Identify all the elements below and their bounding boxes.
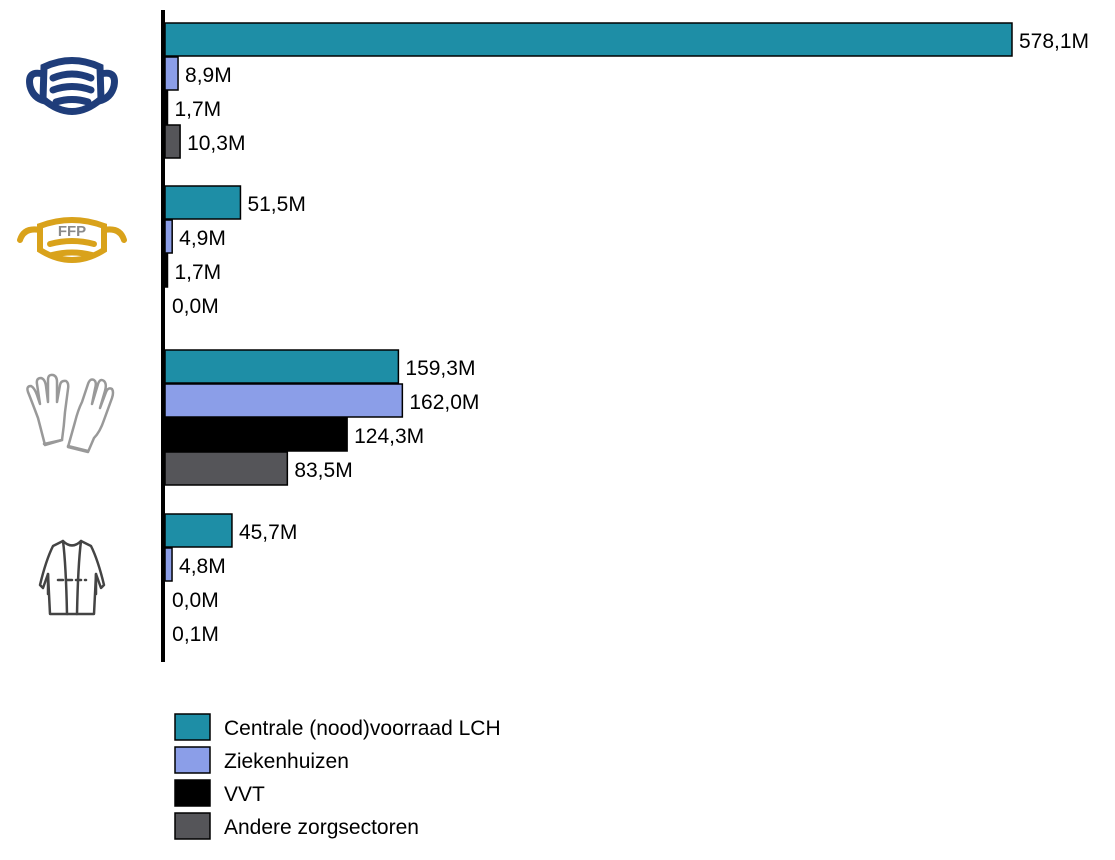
bar-andere-zorgsectoren-1: [164, 124, 181, 159]
data-label-centrale-nood-voorraad-lch-1: 578,1M: [1019, 30, 1089, 53]
legend-swatch-vvt: [174, 779, 211, 807]
bar-ziekenhuizen-4: [164, 547, 173, 582]
legend-label-centrale-nood-voorraad-lch: Centrale (nood)voorraad LCH: [224, 717, 501, 740]
legend-swatch-centrale-nood-voorraad-lch: [174, 713, 211, 741]
gloves-icon: [26, 373, 115, 454]
data-label-centrale-nood-voorraad-lch-4: 45,7M: [239, 521, 297, 544]
ffp-mask-icon-text: FFP: [58, 223, 86, 240]
ffp-mask-icon: [17, 217, 127, 263]
legend-label-ziekenhuizen: Ziekenhuizen: [224, 750, 349, 773]
bar-centrale-nood-voorraad-lch-1: [164, 22, 1013, 57]
bar-vvt-3: [164, 417, 348, 452]
bar-vvt-2: [164, 253, 169, 288]
data-labels: 578,1M 51,5M 159,3M 45,7M 8,9M 4,9M 162,0M 4,8M…: [172, 30, 1089, 646]
data-label-centrale-nood-voorraad-lch-3: 159,3M: [405, 357, 475, 380]
bar-ziekenhuizen-3: [164, 383, 404, 418]
gown-icon: [38, 539, 106, 616]
category-icons: FFP: [17, 57, 127, 616]
bar-vvt-1: [164, 90, 169, 125]
bar-centrale-nood-voorraad-lch-3: [164, 349, 400, 384]
data-label-centrale-nood-voorraad-lch-2: 51,5M: [247, 193, 305, 216]
data-label-vvt-4: 0,0M: [172, 589, 219, 612]
data-label-andere-zorgsectoren-4: 0,1M: [172, 623, 219, 646]
data-label-vvt-2: 1,7M: [174, 261, 221, 284]
data-label-vvt-1: 1,7M: [174, 98, 221, 121]
bars: [164, 22, 1013, 582]
legend-swatch-andere-zorgsectoren: [174, 812, 211, 840]
bar-centrale-nood-voorraad-lch-4: [164, 513, 233, 548]
data-label-andere-zorgsectoren-3: 83,5M: [294, 459, 352, 482]
bar-ziekenhuizen-2: [164, 219, 173, 254]
legend-swatch-ziekenhuizen: [174, 746, 211, 774]
bar-ziekenhuizen-1: [164, 56, 179, 91]
data-label-vvt-3: 124,3M: [354, 425, 424, 448]
data-label-ziekenhuizen-1: 8,9M: [185, 64, 232, 87]
data-label-ziekenhuizen-2: 4,9M: [179, 227, 226, 250]
bar-centrale-nood-voorraad-lch-2: [164, 185, 242, 220]
surgical-mask-icon: [26, 57, 118, 115]
legend-label-vvt: VVT: [224, 783, 265, 806]
legend-label-andere-zorgsectoren: Andere zorgsectoren: [224, 816, 419, 839]
data-label-andere-zorgsectoren-1: 10,3M: [187, 132, 245, 155]
bar-andere-zorgsectoren-3: [164, 451, 289, 486]
legend: Centrale (nood)voorraad LCH Ziekenhuizen V…: [174, 713, 501, 840]
data-label-ziekenhuizen-3: 162,0M: [409, 391, 479, 414]
data-label-ziekenhuizen-4: 4,8M: [179, 555, 226, 578]
data-label-andere-zorgsectoren-2: 0,0M: [172, 295, 219, 318]
